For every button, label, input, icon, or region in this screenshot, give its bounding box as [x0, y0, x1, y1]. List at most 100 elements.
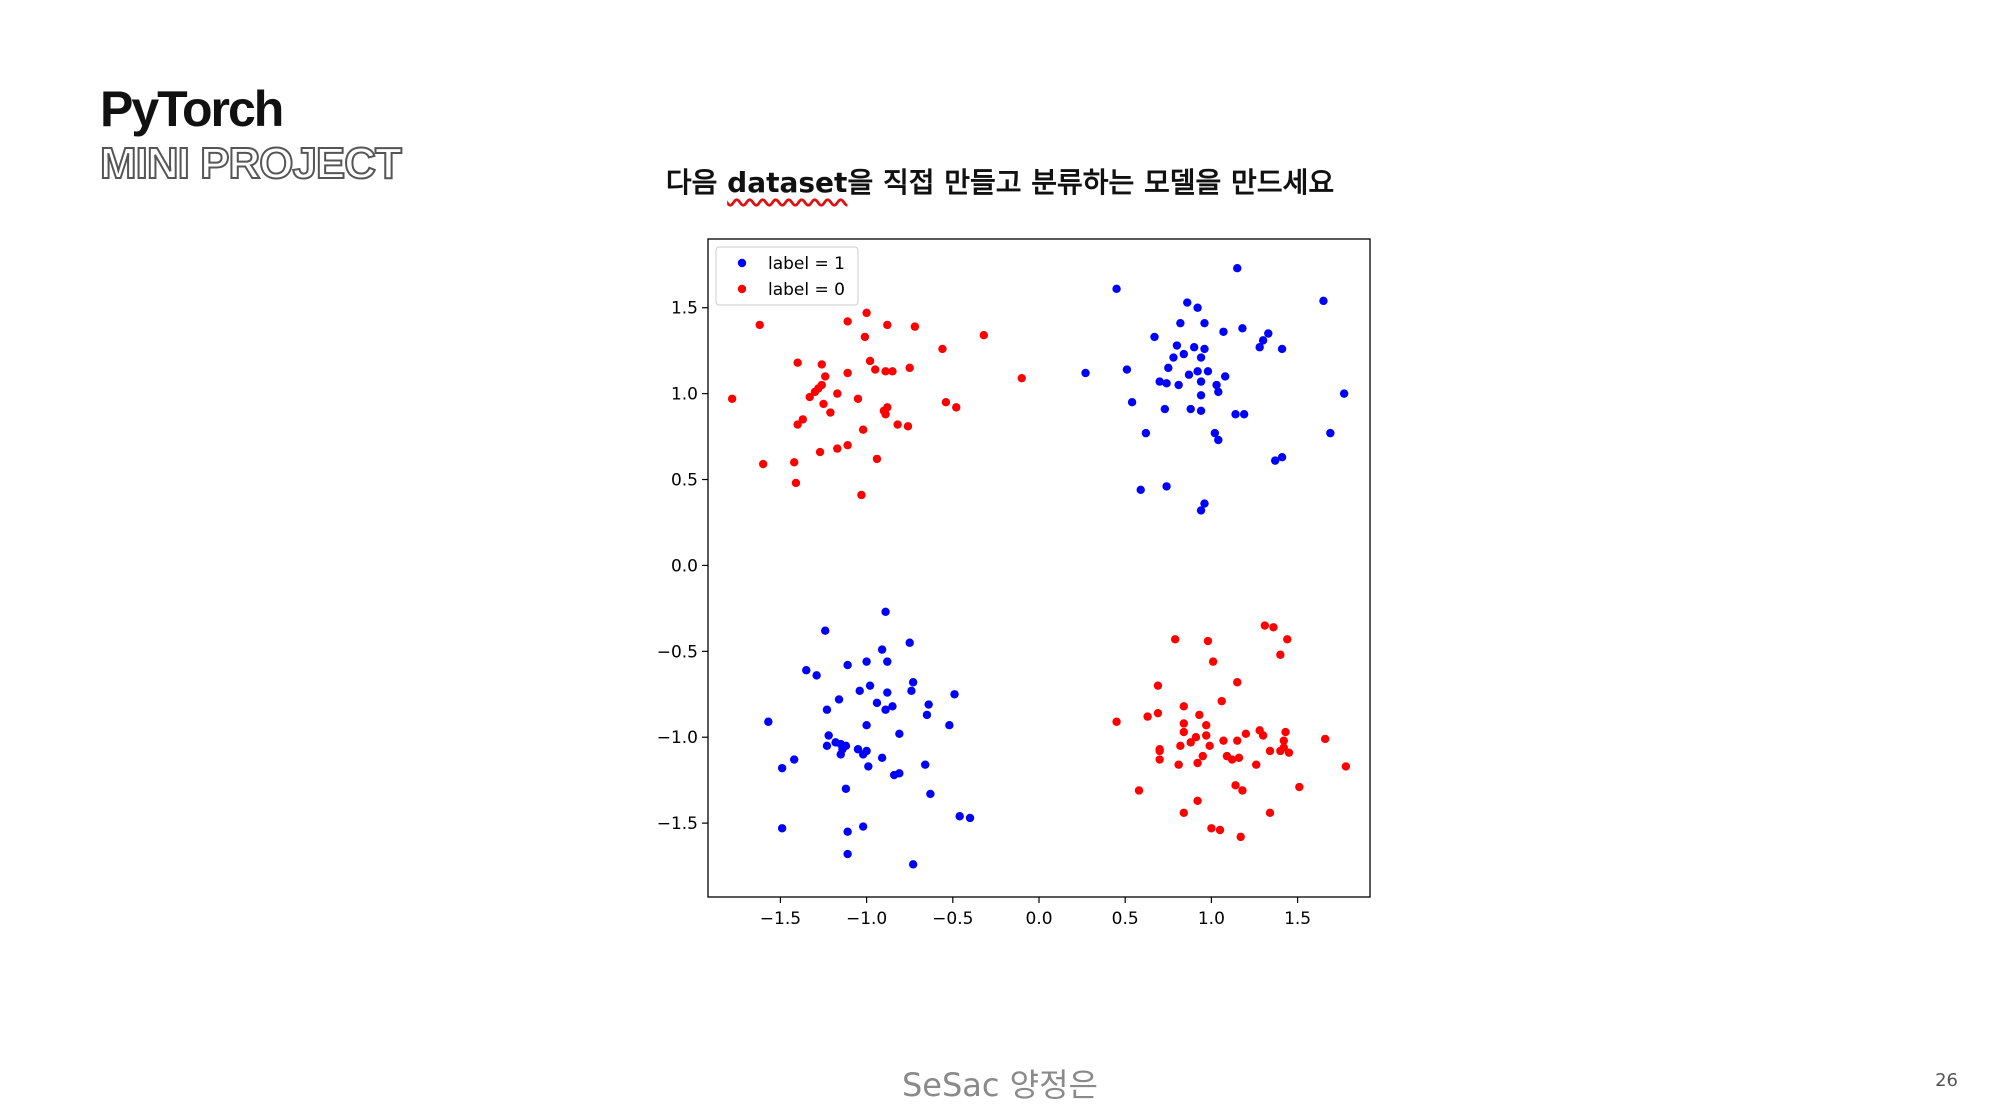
point-label-1 [881, 607, 890, 617]
point-label-1 [1162, 379, 1171, 388]
scatter-chart: −1.5 −1.0 −0.5 0.0 0.5 1.0 1.5 −1.5 −1.0 −0.5 0.0 0… [657, 238, 1371, 929]
point-label-1 [862, 720, 871, 730]
point-label-1 [1203, 367, 1213, 376]
point-label-1 [1277, 452, 1287, 462]
point-label-0 [1284, 748, 1294, 757]
point-label-1 [822, 705, 832, 714]
point-label-1 [872, 698, 882, 708]
slide-title: PyTorch [100, 81, 284, 137]
point-label-0 [1238, 786, 1247, 795]
point-label-1 [1214, 435, 1223, 445]
point-label-1 [1183, 298, 1192, 307]
point-label-1 [895, 729, 904, 738]
legend-marker [737, 284, 747, 294]
point-label-1 [836, 750, 845, 759]
point-label-1 [843, 827, 852, 836]
point-label-0 [1191, 733, 1201, 742]
footer-author: SeSac 양정은 [901, 1066, 1098, 1104]
point-label-1 [862, 657, 871, 666]
point-label-0 [805, 392, 814, 402]
point-label-1 [1196, 353, 1206, 362]
point-label-1 [1112, 284, 1121, 294]
point-label-0 [1153, 708, 1163, 718]
point-label-0 [817, 360, 826, 369]
point-label-0 [1234, 753, 1244, 763]
point-label-1 [1233, 264, 1242, 273]
point-label-1 [802, 666, 811, 675]
task-keyword: dataset [727, 166, 848, 199]
point-label-1 [1193, 303, 1202, 312]
point-label-1 [955, 812, 964, 821]
point-label-1 [865, 681, 875, 690]
point-label-0 [941, 398, 951, 407]
point-label-1 [1200, 499, 1209, 508]
point-label-0 [888, 367, 897, 376]
point-label-0 [819, 399, 828, 409]
point-label-0 [826, 408, 835, 417]
point-label-0 [1233, 736, 1242, 745]
point-label-1 [1258, 336, 1268, 345]
point-label-1 [834, 695, 844, 704]
point-label-1 [883, 657, 892, 666]
point-label-1 [881, 705, 890, 714]
point-label-0 [853, 394, 863, 403]
point-label-1 [858, 750, 868, 759]
point-label-0 [1205, 741, 1214, 751]
task-prefix: 다음 [665, 166, 728, 199]
point-label-0 [1176, 741, 1185, 751]
point-label-1 [855, 686, 864, 696]
point-label-1 [864, 762, 873, 771]
point-label-1 [1196, 391, 1206, 400]
point-label-1 [1174, 380, 1183, 390]
point-label-0 [833, 389, 842, 398]
point-label-0 [1260, 621, 1270, 630]
point-label-1 [1169, 353, 1178, 362]
point-label-1 [1150, 332, 1159, 342]
point-label-1 [1184, 370, 1194, 379]
point-label-1 [858, 822, 868, 831]
point-label-1 [908, 860, 918, 869]
point-label-0 [1203, 636, 1213, 646]
point-label-0 [1153, 681, 1163, 690]
point-label-1 [1136, 485, 1145, 495]
point-label-0 [1258, 731, 1268, 740]
point-label-1 [1176, 318, 1185, 328]
point-label-1 [1127, 398, 1137, 407]
point-label-0 [862, 308, 871, 318]
point-label-1 [1081, 368, 1090, 378]
point-label-0 [1215, 825, 1225, 835]
plot-area [707, 238, 1371, 898]
point-label-1 [1339, 389, 1349, 398]
point-label-1 [1155, 377, 1164, 386]
x-tick-label: 1.0 [1198, 909, 1225, 929]
point-label-1 [1164, 363, 1173, 373]
point-label-0 [1320, 734, 1330, 744]
point-label-1 [1196, 377, 1206, 386]
point-label-1 [1186, 404, 1195, 414]
point-label-0 [1241, 729, 1251, 738]
point-label-1 [1160, 404, 1170, 414]
point-label-0 [1174, 760, 1183, 769]
point-label-1 [1264, 329, 1273, 338]
legend-label: label = 0 [768, 280, 845, 300]
legend-marker [737, 258, 747, 268]
point-label-1 [1238, 324, 1247, 333]
point-label-0 [910, 322, 920, 331]
point-label-1 [1196, 406, 1206, 416]
point-label-1 [889, 770, 899, 780]
point-label-1 [843, 849, 852, 859]
point-label-1 [1239, 410, 1249, 419]
point-label-1 [777, 824, 787, 833]
point-label-0 [881, 367, 890, 376]
point-label-0 [833, 444, 842, 453]
page-number: 26 [1935, 1070, 1958, 1091]
point-label-1 [877, 645, 887, 654]
point-label-1 [924, 700, 933, 709]
point-label-0 [1198, 751, 1207, 761]
point-label-0 [871, 365, 880, 374]
y-tick-label: 0.0 [671, 556, 698, 576]
point-label-0 [1227, 755, 1237, 764]
point-label-0 [1017, 373, 1026, 383]
point-label-0 [1276, 746, 1285, 756]
point-label-1 [1319, 296, 1328, 306]
